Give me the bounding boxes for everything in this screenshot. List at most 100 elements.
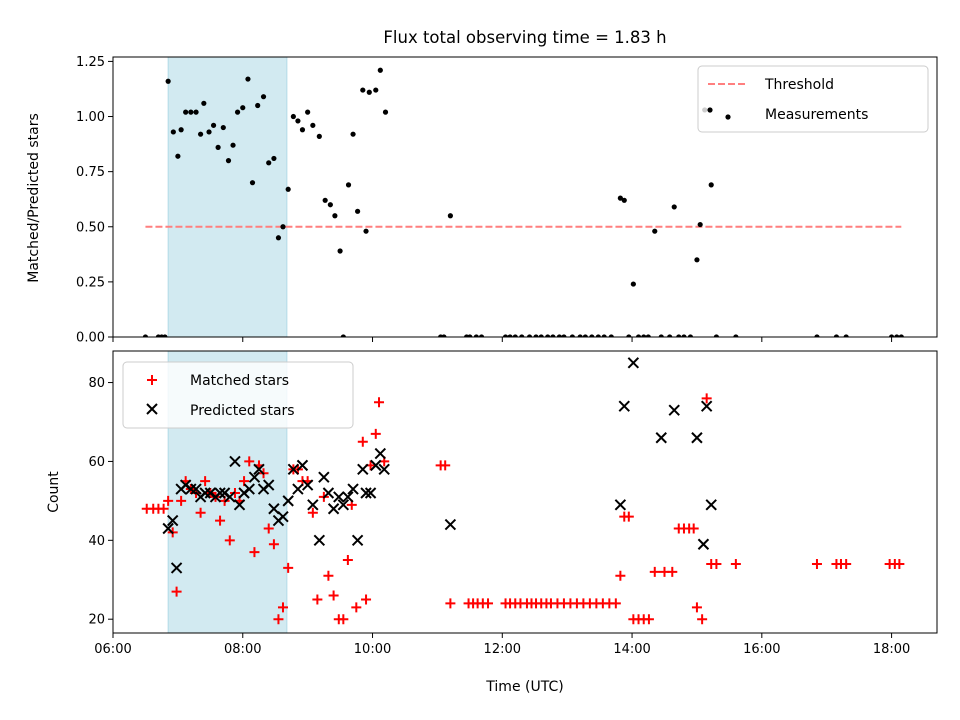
legend-threshold-label: Threshold [764, 77, 834, 93]
measurement-point [447, 213, 453, 219]
matched-stars-point [283, 562, 294, 573]
top-legend-box [697, 65, 929, 133]
predicted-stars-point [190, 483, 202, 495]
matched-stars-point [277, 602, 288, 613]
matched-stars-point [841, 558, 852, 569]
measurement-point [533, 334, 539, 337]
measurement-point [833, 334, 840, 337]
predicted-stars-point [166, 514, 179, 527]
predicted-stars-point [333, 491, 345, 503]
measurement-point [526, 334, 533, 337]
predicted-stars-point [347, 483, 359, 495]
measurement-point [582, 334, 588, 337]
predicted-stars-point [374, 447, 387, 460]
predicted-stars-point [229, 455, 241, 468]
matched-stars-point [649, 566, 660, 577]
predicted-stars-point [268, 503, 280, 515]
matched-stars-point [158, 503, 169, 514]
predicted-stars-point [292, 483, 304, 495]
measurement-point [271, 155, 277, 162]
measurement-point [266, 160, 272, 166]
measurement-point [183, 109, 189, 115]
matched-stars-point [351, 602, 362, 613]
matched-stars-point [894, 558, 905, 569]
measurement-point [299, 127, 306, 133]
matched-stars-point [483, 598, 494, 609]
measurement-point [512, 334, 518, 337]
y-tick-label: 0.00 [76, 331, 105, 346]
measurement-point [215, 144, 221, 150]
measurement-point [255, 102, 261, 109]
matched-stars-point [811, 558, 822, 569]
measurement-point [249, 180, 256, 186]
measurement-point [843, 334, 849, 337]
matched-stars-point [215, 515, 226, 526]
predicted-stars-point [214, 487, 226, 499]
matched-stars-point [263, 523, 274, 534]
legend-measurements-label: Measurements [765, 107, 868, 123]
matched-stars-point [697, 614, 708, 625]
measurement-point [142, 334, 149, 337]
measurement-point [240, 105, 246, 111]
bottom-legend-box [122, 361, 354, 429]
y-tick-label: 40 [88, 534, 105, 549]
predicted-stars-point [263, 479, 275, 491]
measurement-point [441, 334, 447, 337]
measurement-point [635, 334, 642, 337]
matched-stars-point [361, 594, 372, 605]
legend-measurement-marker [725, 114, 731, 120]
measurement-point [290, 113, 296, 120]
x-tick-label: 06:00 [94, 642, 131, 657]
predicted-stars-point [700, 400, 713, 412]
measurement-point [377, 67, 383, 73]
plot-area [142, 57, 904, 337]
plot-area [141, 351, 905, 633]
matched-stars-point [307, 507, 318, 518]
predicted-stars-point [705, 499, 717, 511]
predicted-stars-point [287, 463, 300, 476]
matched-stars-point [610, 598, 621, 609]
measurement-point [170, 129, 176, 135]
measurement-point [595, 334, 601, 337]
measurement-point [175, 153, 181, 159]
measurement-point [295, 118, 301, 124]
predicted-stars-point [668, 404, 680, 416]
predicted-stars-point [618, 400, 630, 412]
matched-stars-point [615, 570, 626, 581]
matched-stars-point [171, 586, 182, 597]
x-tick-label: 14:00 [613, 642, 650, 657]
predicted-stars-point [318, 471, 330, 483]
matched-stars-point [374, 397, 385, 408]
measurement-point [178, 127, 184, 133]
predicted-stars-point [357, 463, 369, 476]
top-chart-ylabel: Matched/Predicted stars [26, 113, 42, 283]
x-tick-label: 08:00 [224, 642, 261, 657]
measurement-point [332, 213, 338, 219]
measurement-point [382, 109, 389, 115]
measurement-point [316, 133, 322, 139]
y-tick-label: 60 [88, 455, 105, 470]
measurement-point [373, 87, 379, 93]
matched-stars-point [711, 558, 722, 569]
measurement-point [478, 334, 485, 337]
series-predicted-stars [162, 357, 717, 574]
measurement-point [713, 334, 720, 337]
bottom-chart-xlabel: Time (UTC) [485, 679, 563, 695]
legend-matched-label: Matched stars [190, 373, 289, 389]
measurement-point [519, 334, 525, 337]
matched-stars-point [643, 614, 654, 625]
predicted-stars-point [322, 487, 335, 499]
predicted-stars-point [444, 518, 457, 531]
predicted-stars-point [162, 522, 174, 535]
bottom-plot: 20 40 60 80 06:00 08:00 10:00 12:00 14:00 16:00 18… [88, 350, 938, 657]
matched-stars-point [163, 495, 174, 506]
predicted-stars-point [697, 538, 710, 550]
y-tick-label: 1.00 [76, 110, 105, 125]
x-tick-label: 16:00 [743, 642, 780, 657]
measurement-point [507, 334, 513, 337]
matched-stars-point [323, 570, 334, 581]
observing-window-band [167, 57, 288, 337]
predicted-stars-point [614, 499, 627, 511]
matched-stars-point [730, 558, 741, 569]
